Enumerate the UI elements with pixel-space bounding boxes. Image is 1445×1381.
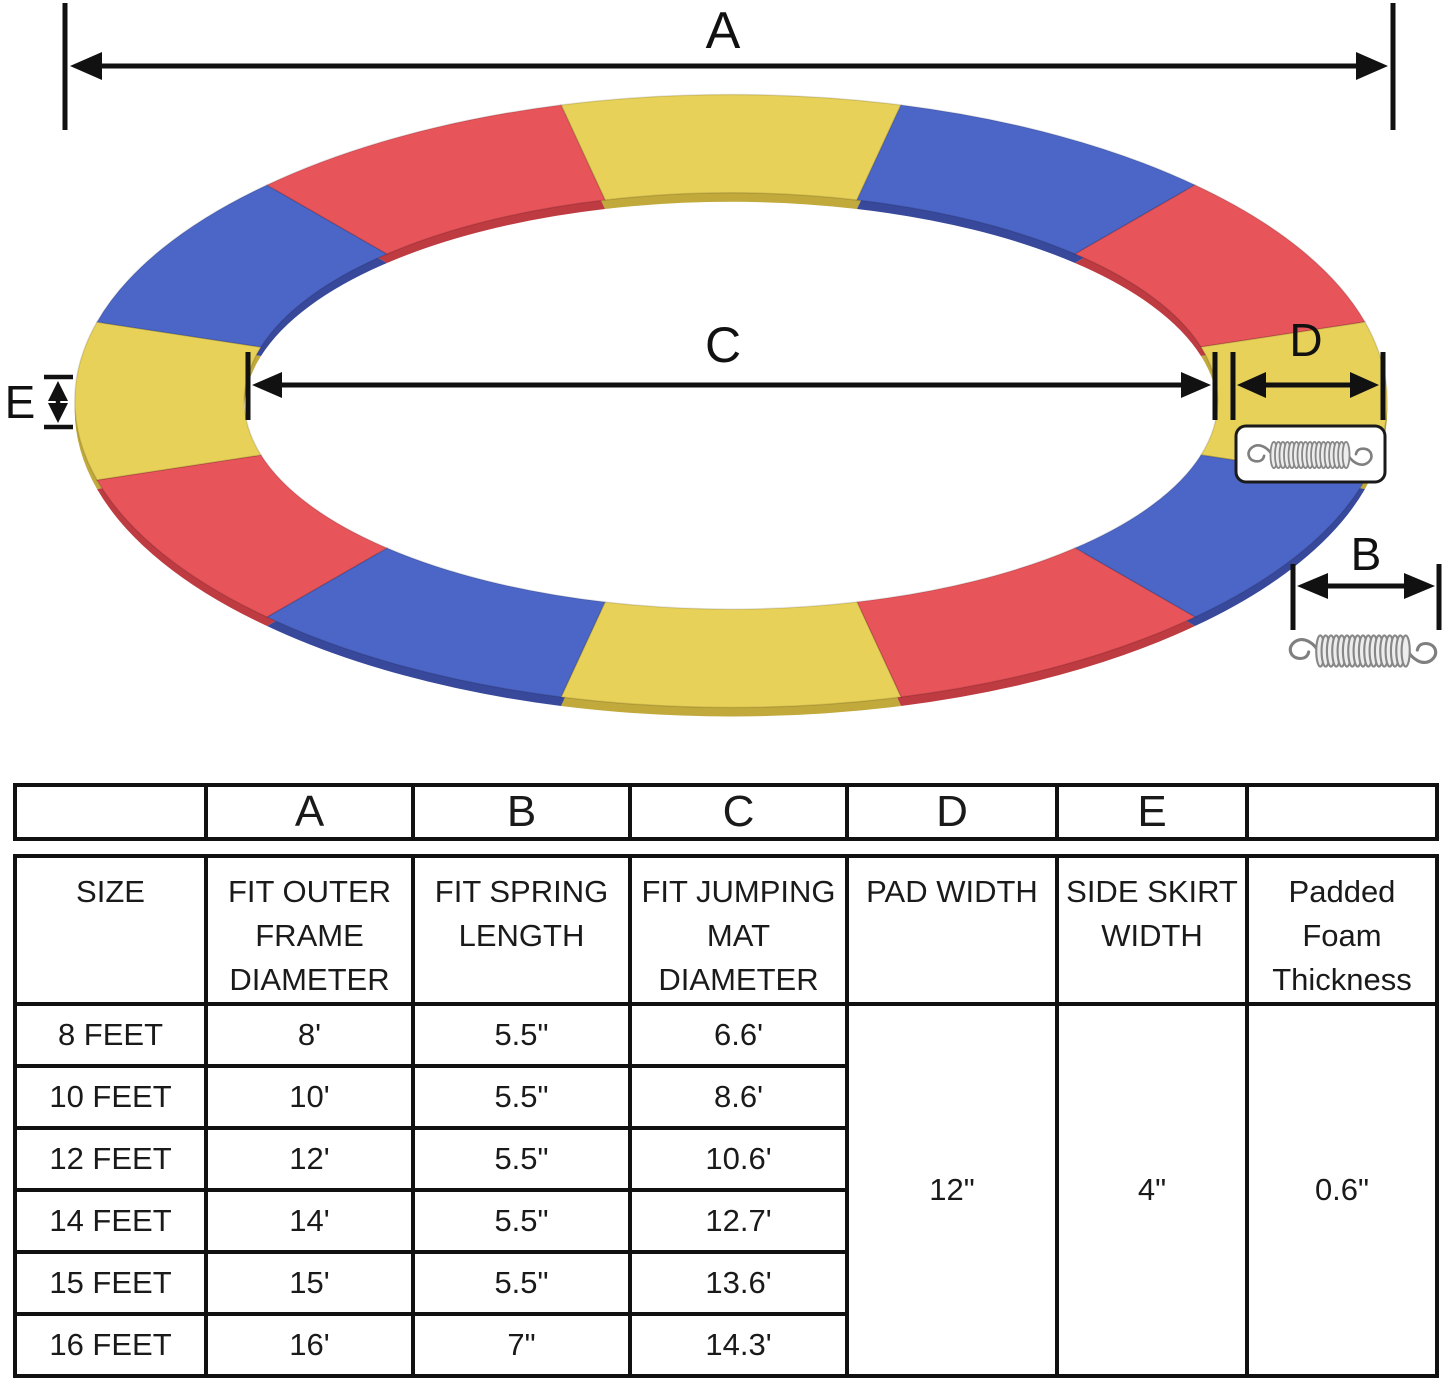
table-header-row: SIZE FIT OUTER FRAME DIAMETER FIT SPRING… [13, 854, 1439, 1006]
strip-cell-D: D [845, 783, 1059, 841]
cell-mat-diameter: 14.3' [628, 1312, 849, 1378]
size-spec-table: SIZE FIT OUTER FRAME DIAMETER FIT SPRING… [13, 854, 1439, 1378]
cell-foam-thickness-merged: 0.6" [1245, 1002, 1439, 1378]
pad-segment-yellow-bottom [560, 601, 902, 709]
cell-size: 12 FEET [13, 1126, 208, 1192]
strip-cell-B: B [411, 783, 632, 841]
cell-spring-length: 5.5" [411, 1064, 632, 1130]
cell-spring-length: 5.5" [411, 1002, 632, 1068]
table-row: 14 FEET 14' 5.5" 12.7' [13, 1188, 1437, 1254]
cell-frame-diameter: 8' [204, 1002, 415, 1068]
header-foam-thickness: Padded Foam Thickness [1245, 854, 1439, 1006]
cell-frame-diameter: 10' [204, 1064, 415, 1130]
cell-mat-diameter: 10.6' [628, 1126, 849, 1192]
cell-size: 10 FEET [13, 1064, 208, 1130]
dim-C-arrowheads [252, 372, 1211, 398]
strip-cell-C: C [628, 783, 849, 841]
header-pad-width: PAD WIDTH [845, 854, 1059, 1006]
pad-ring [74, 93, 1388, 709]
cell-mat-diameter: 13.6' [628, 1250, 849, 1316]
strip-cell-blank-left [13, 783, 208, 841]
strip-cell-A: A [204, 783, 415, 841]
dim-E-arrowheads [48, 381, 68, 423]
spring-icon [1288, 633, 1438, 669]
spring-callout-box [1234, 424, 1387, 484]
cell-side-skirt-merged: 4" [1055, 1002, 1249, 1378]
table-row: 12 FEET 12' 5.5" 10.6' [13, 1126, 1437, 1192]
cell-size: 16 FEET [13, 1312, 208, 1378]
cell-spring-length: 5.5" [411, 1250, 632, 1316]
dim-label-B: B [1351, 528, 1382, 580]
pad-segment-yellow-top [560, 93, 902, 201]
dim-label-E: E [5, 376, 36, 428]
cell-size: 14 FEET [13, 1188, 208, 1254]
cell-pad-width-merged: 12" [845, 1002, 1059, 1378]
dimension-letter-row: A B C D E [13, 783, 1439, 841]
pad-segment-yellow-left [74, 321, 262, 481]
dim-A [62, 3, 1396, 130]
cell-mat-diameter: 6.6' [628, 1002, 849, 1068]
dim-label-D: D [1289, 314, 1322, 366]
cell-frame-diameter: 14' [204, 1188, 415, 1254]
table-row: 8 FEET 8' 5.5" 6.6' 12" 4" 0.6" [13, 1002, 1439, 1378]
dim-B [1290, 564, 1442, 630]
header-frame-diameter: FIT OUTER FRAME DIAMETER [204, 854, 415, 1006]
cell-frame-diameter: 16' [204, 1312, 415, 1378]
cell-size: 15 FEET [13, 1250, 208, 1316]
cell-mat-diameter: 12.7' [628, 1188, 849, 1254]
header-spring-length: FIT SPRING LENGTH [411, 854, 632, 1006]
cell-spring-length: 7" [411, 1312, 632, 1378]
header-side-skirt: SIDE SKIRT WIDTH [1055, 854, 1249, 1006]
dim-label-A: A [706, 2, 741, 60]
cell-mat-diameter: 8.6' [628, 1064, 849, 1130]
pad-dimension-diagram: A C D [5, 2, 1442, 717]
dim-label-C: C [705, 317, 741, 373]
table-row: 10 FEET 10' 5.5" 8.6' [13, 1064, 1437, 1130]
cell-frame-diameter: 12' [204, 1126, 415, 1192]
cell-spring-length: 5.5" [411, 1188, 632, 1254]
strip-cell-blank-right [1245, 783, 1439, 841]
table-row: 16 FEET 16' 7" 14.3' [13, 1312, 1437, 1378]
cell-frame-diameter: 15' [204, 1250, 415, 1316]
dim-A-arrowheads [70, 52, 1388, 80]
dim-D [1230, 352, 1386, 420]
dim-D-arrowheads [1237, 372, 1379, 398]
dim-B-arrowheads [1297, 573, 1435, 599]
table-row: 15 FEET 15' 5.5" 13.6' [13, 1250, 1437, 1316]
cell-spring-length: 5.5" [411, 1126, 632, 1192]
header-mat-diameter: FIT JUMPING MAT DIAMETER [628, 854, 849, 1006]
cell-size: 8 FEET [13, 1002, 208, 1068]
dim-C [245, 352, 1218, 420]
header-size: SIZE [13, 854, 208, 1006]
strip-cell-E: E [1055, 783, 1249, 841]
